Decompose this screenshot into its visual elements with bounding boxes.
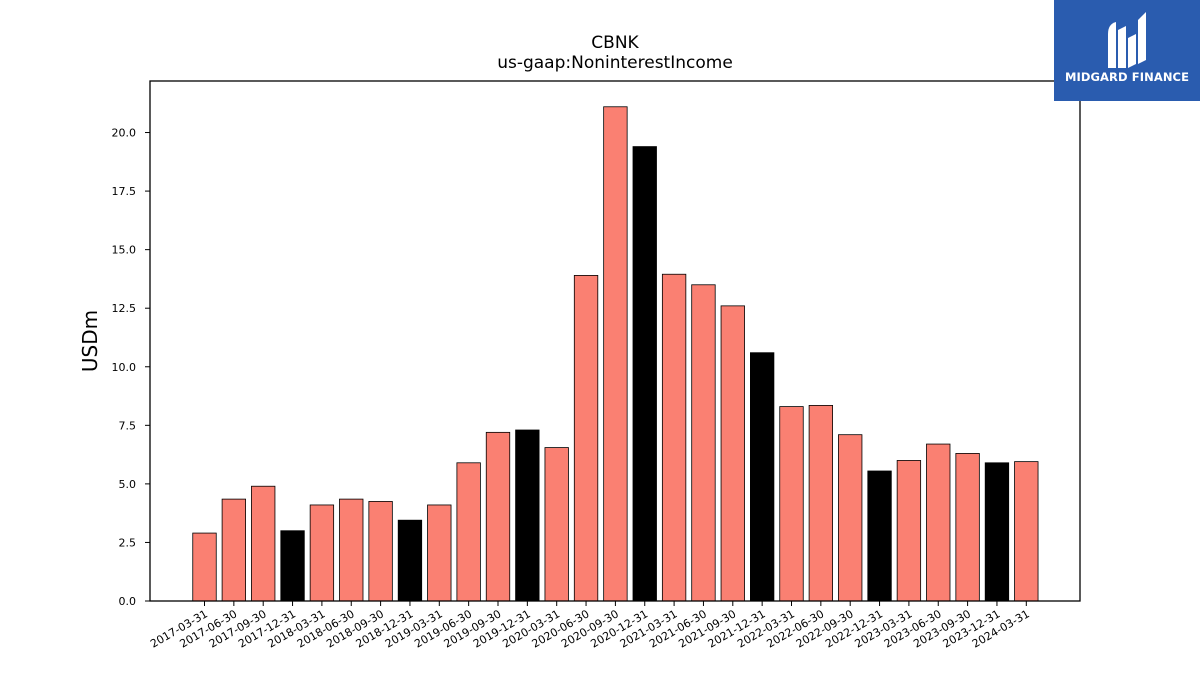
bar-2017-09-30 [251, 485, 276, 602]
chart-subtitle: us-gaap:NoninterestIncome [497, 53, 733, 73]
y-axis: 0.0 2.5 5.0 7.5 10.0 12.5 15.0 17.5 20.0 [112, 127, 150, 608]
y-tick-label: 15.0 [112, 244, 137, 257]
bar-2020-12-31 [632, 146, 657, 602]
y-tick-label: 12.5 [112, 302, 137, 315]
bar-2024-03-31 [1014, 461, 1039, 602]
y-tick-label: 20.0 [112, 127, 137, 140]
bar-2023-06-30 [926, 443, 951, 602]
y-tick-label: 7.5 [119, 419, 137, 432]
midgard-logo-icon [1108, 12, 1146, 68]
chart-title: CBNK [591, 33, 639, 53]
bar-2018-03-31 [309, 504, 335, 602]
y-axis-label: USDm [78, 310, 102, 372]
y-tick-label: 2.5 [119, 536, 137, 549]
bar-2022-09-30 [838, 434, 863, 602]
logo-text: MIDGARD FINANCE [1064, 70, 1190, 84]
y-tick-label: 0.0 [119, 595, 137, 608]
bar-2023-03-31 [896, 460, 922, 602]
y-tick-label: 17.5 [112, 185, 137, 198]
bar-2021-09-30 [720, 305, 745, 602]
bar-2020-06-30 [573, 275, 599, 602]
bar-2018-06-30 [339, 498, 364, 602]
bar-2019-03-31 [427, 504, 452, 602]
bar-2021-03-31 [661, 273, 687, 602]
bar-2017-12-31 [280, 530, 305, 602]
bar-2018-12-31 [397, 519, 423, 602]
bar-2019-09-30 [485, 431, 511, 602]
bar-2017-03-31 [192, 532, 217, 602]
bars-group [192, 106, 1039, 602]
bar-2021-06-30 [691, 284, 716, 602]
bar-2019-06-30 [456, 462, 481, 602]
y-tick-label: 5.0 [119, 478, 137, 491]
plot-frame [149, 80, 1081, 602]
bar-2017-06-30 [221, 498, 247, 602]
bar-2020-09-30 [603, 106, 628, 602]
bar-2018-09-30 [368, 501, 393, 602]
bar-2023-09-30 [955, 453, 980, 602]
bar-2022-12-31 [867, 470, 892, 602]
bar-2020-03-31 [544, 447, 569, 602]
bar-2022-06-30 [808, 405, 833, 602]
bar-2022-03-31 [779, 406, 804, 602]
bar-2019-12-31 [515, 429, 540, 602]
midgard-finance-logo: MIDGARD FINANCE [1054, 0, 1200, 101]
y-tick-label: 10.0 [112, 361, 137, 374]
bar-2023-12-31 [984, 462, 1010, 602]
bar-2021-12-31 [750, 352, 775, 602]
x-axis: 2017-03-312017-06-302017-09-302017-12-31… [148, 601, 1032, 651]
